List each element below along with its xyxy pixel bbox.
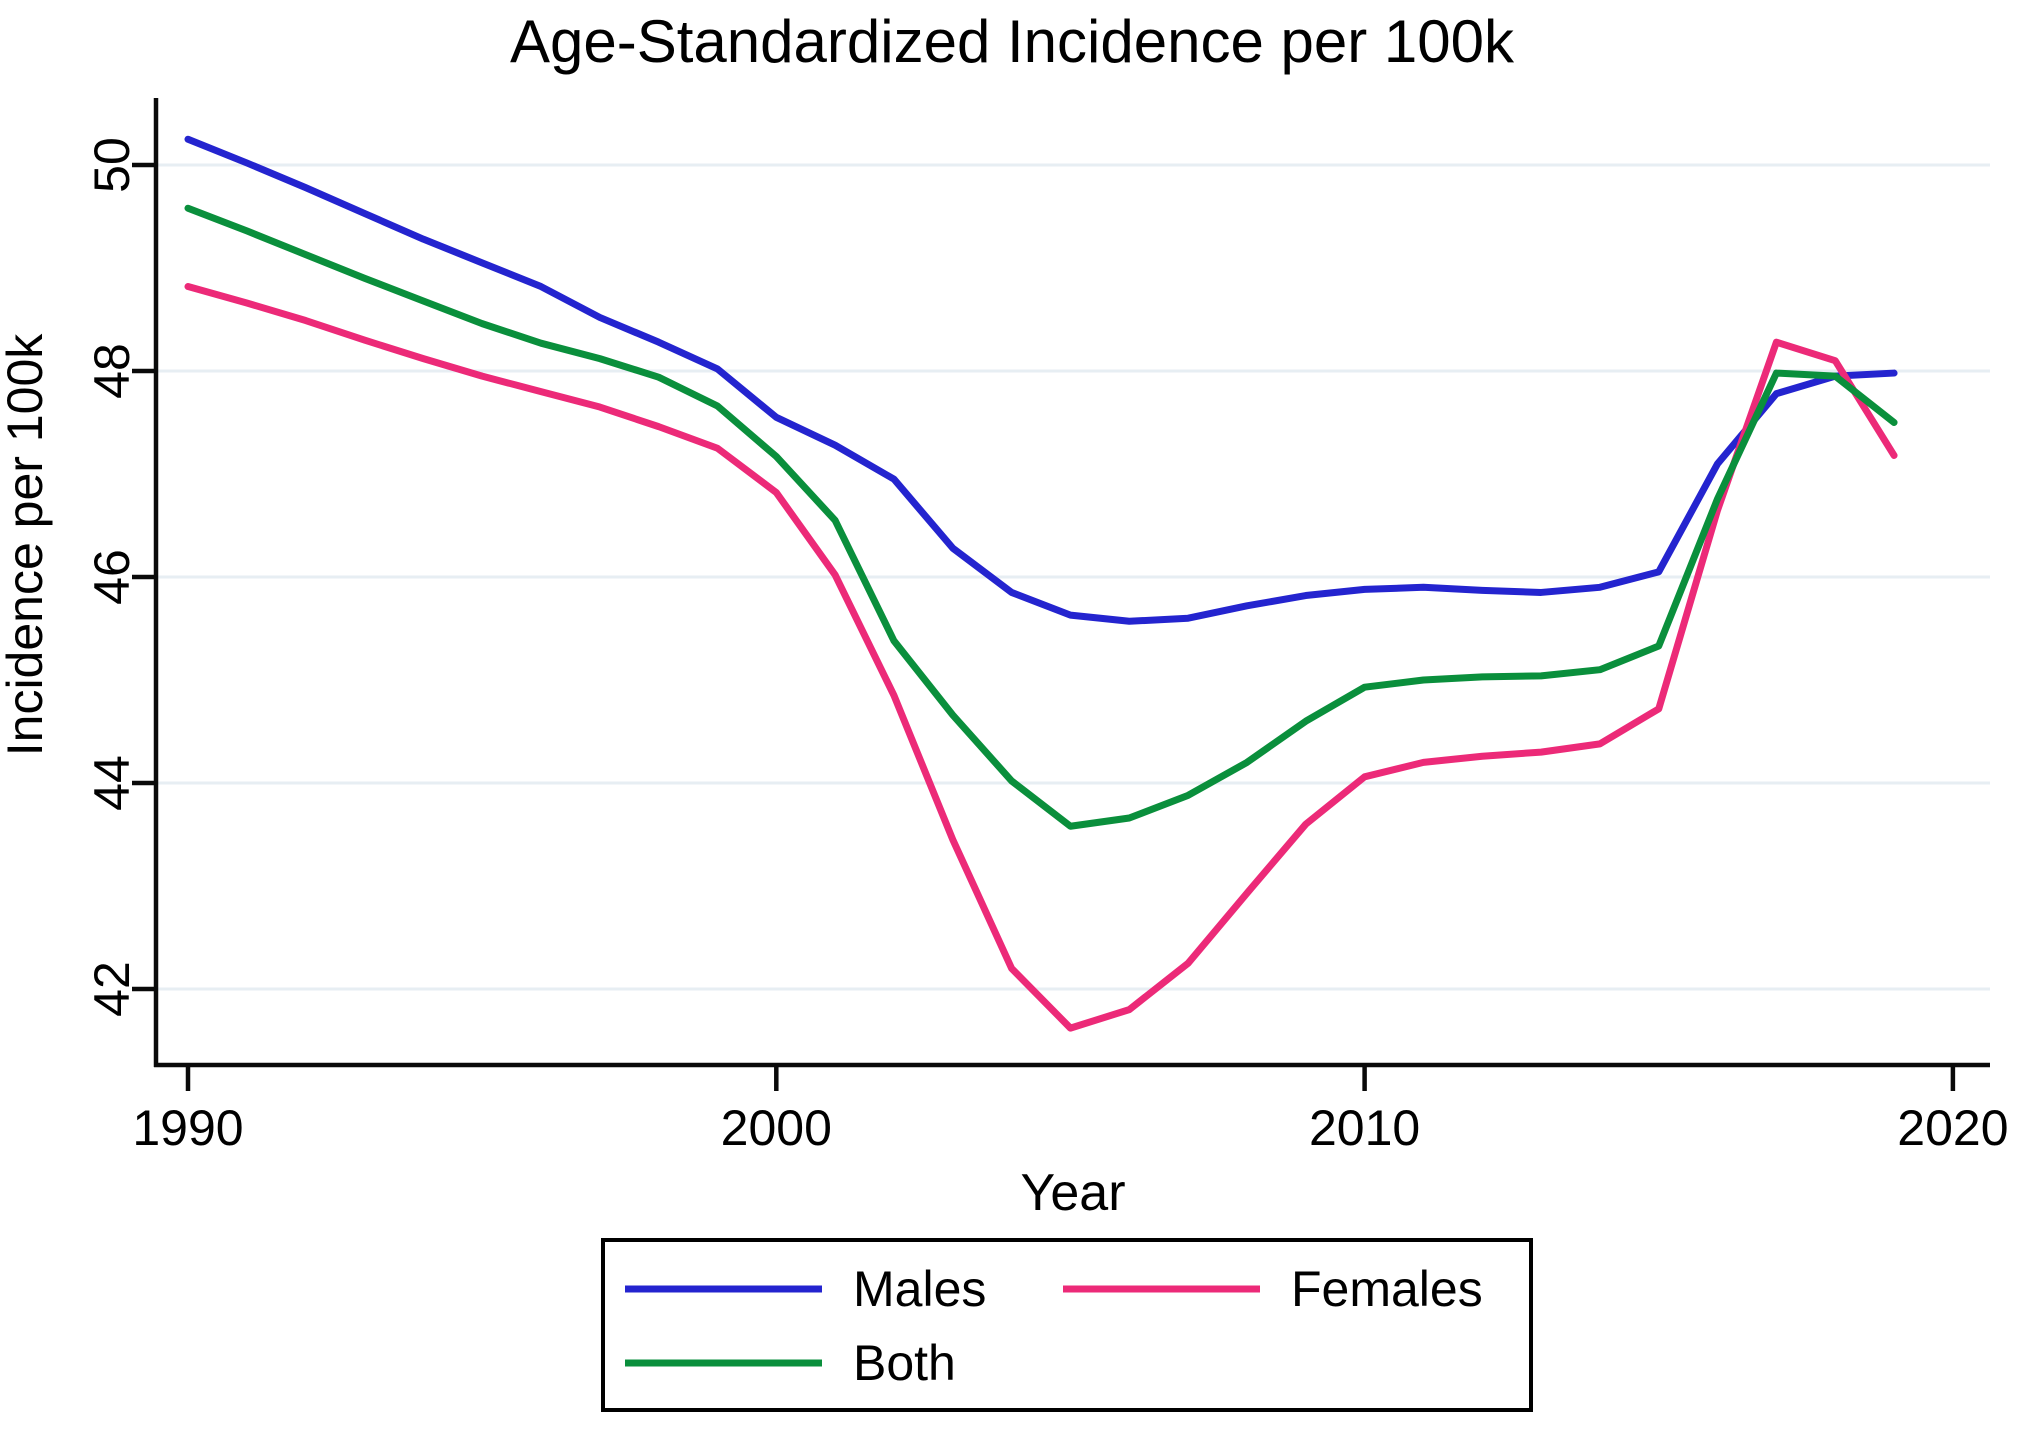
x-tick-label: 2020	[1897, 1100, 2008, 1156]
legend-label-males: Males	[853, 1261, 986, 1317]
x-tick-label: 2000	[721, 1100, 832, 1156]
series-layer	[184, 135, 1898, 1032]
y-axis-title: Incidence per 100k	[0, 333, 53, 757]
series-line-males	[184, 135, 1898, 625]
legend-label-both: Both	[853, 1335, 956, 1391]
y-tick-label: 42	[84, 961, 140, 1017]
series-line-both	[184, 204, 1898, 830]
y-tick-label: 50	[84, 137, 140, 193]
axes-layer: 50 48 46 44 42 1990 2000 2010 2020	[84, 98, 2009, 1156]
y-tick-label: 48	[84, 343, 140, 399]
x-tick-label: 2010	[1309, 1100, 1420, 1156]
y-tick-label: 46	[84, 549, 140, 605]
series-line-females	[184, 283, 1898, 1032]
legend-box	[601, 1238, 1533, 1412]
chart-title: Age-Standardized Incidence per 100k	[510, 8, 1515, 75]
x-axis-title: Year	[1020, 1164, 1125, 1222]
y-tick-label: 44	[84, 755, 140, 811]
gridlines-layer	[156, 163, 1990, 991]
x-tick-label: 1990	[132, 1100, 243, 1156]
legend-label-females: Females	[1291, 1261, 1483, 1317]
legend: Males Females Both	[601, 1238, 1533, 1412]
